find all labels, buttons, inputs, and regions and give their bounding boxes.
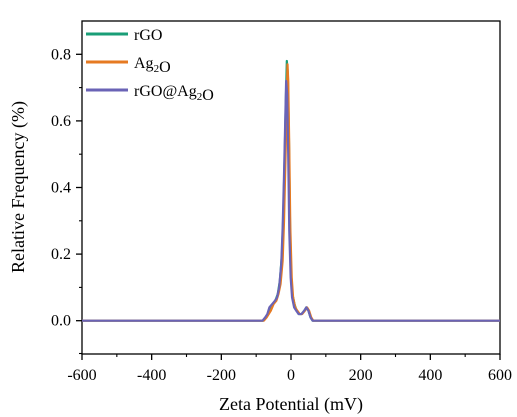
x-tick-label: 200 <box>349 367 373 384</box>
x-tick-label: -200 <box>207 367 236 384</box>
legend-label-0: rGO <box>134 27 162 44</box>
axes-layer: -600 -400 -200 0 200 400 600 0.0 0.2 0.4 0.6 0.8 <box>51 46 512 384</box>
x-tick-label: 400 <box>418 367 442 384</box>
series-line-2 <box>82 79 500 322</box>
legend: rGO Ag2O rGO@Ag2O <box>86 27 214 104</box>
x-tick-label: 0 <box>287 367 295 384</box>
y-axis-title: Relative Frequency (%) <box>8 101 29 273</box>
y-tick-label: 0.2 <box>51 246 71 263</box>
y-tick-label: 0.4 <box>51 180 71 197</box>
x-tick-label: -600 <box>67 367 96 384</box>
series-layer <box>82 59 500 322</box>
x-axis-title: Zeta Potential (mV) <box>219 394 363 415</box>
x-tick-label: 600 <box>488 367 512 384</box>
x-tick-label: -400 <box>137 367 166 384</box>
y-tick-label: 0.0 <box>51 313 71 330</box>
legend-label-1: Ag2O <box>134 55 171 76</box>
y-tick-label: 0.8 <box>51 46 71 63</box>
legend-label-2: rGO@Ag2O <box>134 83 214 104</box>
y-tick-label: 0.6 <box>51 113 71 130</box>
